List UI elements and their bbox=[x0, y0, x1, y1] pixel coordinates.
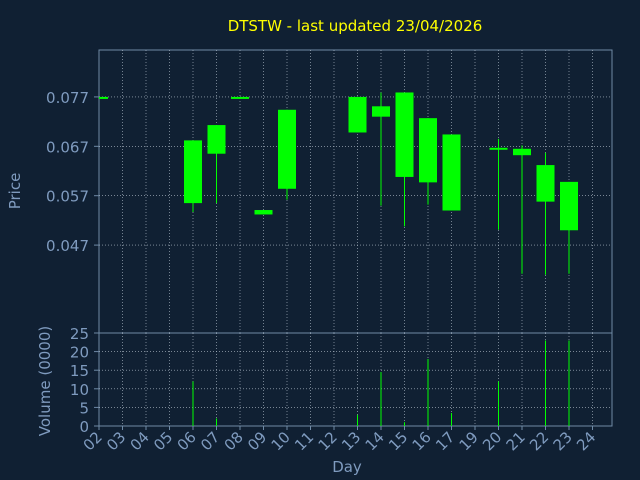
chart-title: DTSTW - last updated 23/04/2026 bbox=[228, 17, 483, 35]
volume-tick-label: 10 bbox=[70, 381, 89, 399]
volume-tick-label: 25 bbox=[70, 325, 89, 343]
volume-bars bbox=[192, 340, 570, 426]
candle-body bbox=[489, 147, 508, 150]
price-tick-label: 0.077 bbox=[46, 89, 89, 107]
candle-body bbox=[231, 96, 249, 99]
price-axis-label: Price bbox=[6, 173, 24, 210]
candle bbox=[99, 96, 108, 99]
candle-body bbox=[536, 165, 555, 202]
candle bbox=[278, 109, 296, 200]
volume-tick-label: 20 bbox=[70, 344, 89, 362]
candle bbox=[231, 96, 249, 99]
candle bbox=[395, 92, 414, 227]
volume-axis-label: Volume (0000) bbox=[36, 326, 54, 436]
candle bbox=[184, 140, 202, 212]
candle bbox=[348, 96, 367, 133]
price-tick-label: 0.057 bbox=[46, 188, 89, 206]
candle bbox=[442, 134, 461, 211]
candle-body bbox=[513, 148, 531, 156]
candle-body bbox=[99, 96, 108, 99]
x-axis-label: Day bbox=[332, 458, 362, 476]
price-panel: 0.077 0.067 0.057 0.047 Price bbox=[6, 49, 613, 334]
candle bbox=[207, 125, 226, 204]
volume-tick-label: 0 bbox=[79, 418, 89, 436]
candle bbox=[254, 210, 273, 215]
candle-body bbox=[184, 140, 202, 204]
candle bbox=[419, 118, 437, 205]
candle bbox=[489, 138, 508, 230]
candle-body bbox=[207, 125, 226, 154]
volume-tick-label: 15 bbox=[70, 362, 89, 380]
volume-plot-frame bbox=[98, 332, 613, 427]
candle-body bbox=[560, 181, 578, 231]
candle-body bbox=[419, 118, 437, 183]
candle-body bbox=[395, 92, 414, 177]
volume-tick-label: 5 bbox=[79, 399, 89, 417]
candle-body bbox=[372, 106, 390, 117]
candle bbox=[372, 92, 390, 206]
price-tick-label: 0.047 bbox=[46, 237, 89, 255]
candle-body bbox=[254, 210, 273, 215]
candle-body bbox=[348, 96, 367, 133]
candle bbox=[536, 152, 555, 275]
candle-body bbox=[442, 134, 461, 211]
candle-body bbox=[278, 109, 296, 189]
price-y-axis-ticks: 0.077 0.067 0.057 0.047 bbox=[46, 89, 99, 255]
candle bbox=[513, 145, 531, 274]
price-tick-label: 0.067 bbox=[46, 138, 89, 156]
candle bbox=[560, 181, 578, 274]
candlestick-series bbox=[99, 92, 578, 275]
